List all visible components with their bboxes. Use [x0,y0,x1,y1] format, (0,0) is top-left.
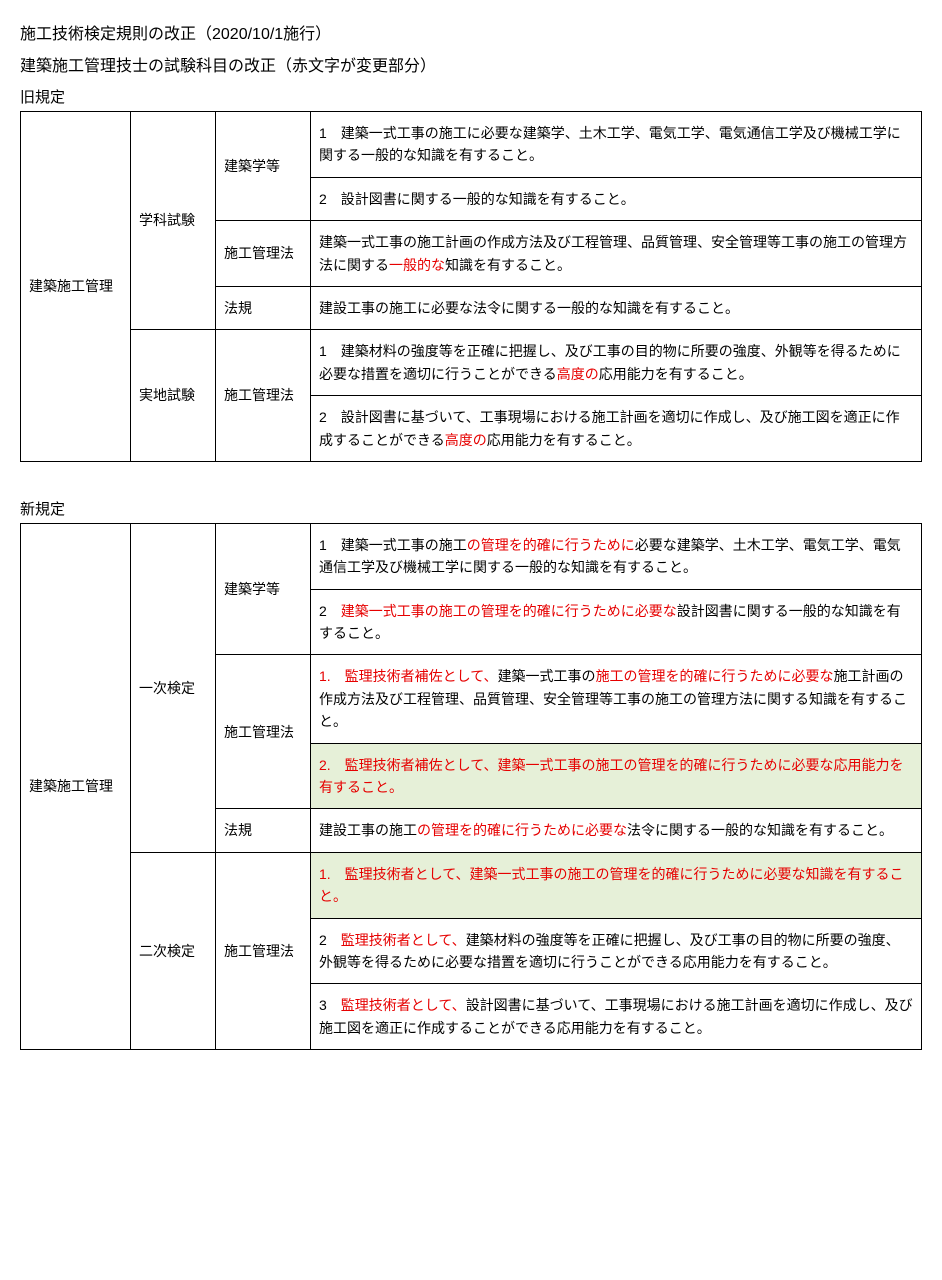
content-cell: 2 監理技術者として、建築材料の強度等を正確に把握し、及び工事の目的物に所要の強… [311,918,922,984]
exam-type-cell: 二次検定 [131,852,216,1049]
table-row: 建築施工管理 学科試験 建築学等 1 建築一式工事の施工に必要な建築学、土木工学… [21,112,922,178]
content-cell: 1 建築一式工事の施工の管理を的確に行うために必要な建築学、土木工学、電気工学、… [311,523,922,589]
content-cell-highlighted: 1. 監理技術者として、建築一式工事の施工の管理を的確に行うために必要な知識を有… [311,852,922,918]
content-cell: 2 設計図書に基づいて、工事現場における施工計画を適切に作成し、及び施工図を適正… [311,396,922,462]
table-row: 建築施工管理 一次検定 建築学等 1 建築一式工事の施工の管理を的確に行うために… [21,523,922,589]
content-cell: 1 建築材料の強度等を正確に把握し、及び工事の目的物に所要の強度、外観等を得るた… [311,330,922,396]
content-cell: 3 監理技術者として、設計図書に基づいて、工事現場における施工計画を適切に作成し… [311,984,922,1050]
content-cell: 2 建築一式工事の施工の管理を的確に行うために必要な設計図書に関する一般的な知識… [311,589,922,655]
exam-type-cell: 一次検定 [131,523,216,852]
page-title: 施工技術検定規則の改正（2020/10/1施行） [20,20,922,44]
subject-cell: 施工管理法 [216,330,311,462]
content-cell-highlighted: 2. 監理技術者補佐として、建築一式工事の施工の管理を的確に行うために必要な応用… [311,743,922,809]
content-cell: 建築一式工事の施工計画の作成方法及び工程管理、品質管理、安全管理等工事の施工の管… [311,221,922,287]
subject-cell: 施工管理法 [216,221,311,287]
content-cell: 1 建築一式工事の施工に必要な建築学、土木工学、電気工学、電気通信工学及び機械工… [311,112,922,178]
subject-cell: 建築学等 [216,523,311,655]
subject-cell: 施工管理法 [216,655,311,809]
content-cell: 1. 監理技術者補佐として、建築一式工事の施工の管理を的確に行うために必要な施工… [311,655,922,743]
content-cell: 2 設計図書に関する一般的な知識を有すること。 [311,177,922,220]
table-row: 二次検定 施工管理法 1. 監理技術者として、建築一式工事の施工の管理を的確に行… [21,852,922,918]
exam-type-cell: 実地試験 [131,330,216,462]
new-section-label: 新規定 [20,498,922,519]
new-regulation-table: 建築施工管理 一次検定 建築学等 1 建築一式工事の施工の管理を的確に行うために… [20,523,922,1050]
content-cell: 建設工事の施工の管理を的確に行うために必要な法令に関する一般的な知識を有すること… [311,809,922,852]
table-row: 実地試験 施工管理法 1 建築材料の強度等を正確に把握し、及び工事の目的物に所要… [21,330,922,396]
page-subtitle: 建築施工管理技士の試験科目の改正（赤文字が変更部分） [20,52,922,76]
subject-cell: 法規 [216,809,311,852]
subject-cell: 法規 [216,286,311,329]
subject-cell: 建築学等 [216,112,311,221]
subject-cell: 施工管理法 [216,852,311,1049]
old-section-label: 旧規定 [20,86,922,107]
category-cell: 建築施工管理 [21,112,131,462]
exam-type-cell: 学科試験 [131,112,216,330]
category-cell: 建築施工管理 [21,523,131,1049]
content-cell: 建設工事の施工に必要な法令に関する一般的な知識を有すること。 [311,286,922,329]
old-regulation-table: 建築施工管理 学科試験 建築学等 1 建築一式工事の施工に必要な建築学、土木工学… [20,111,922,462]
